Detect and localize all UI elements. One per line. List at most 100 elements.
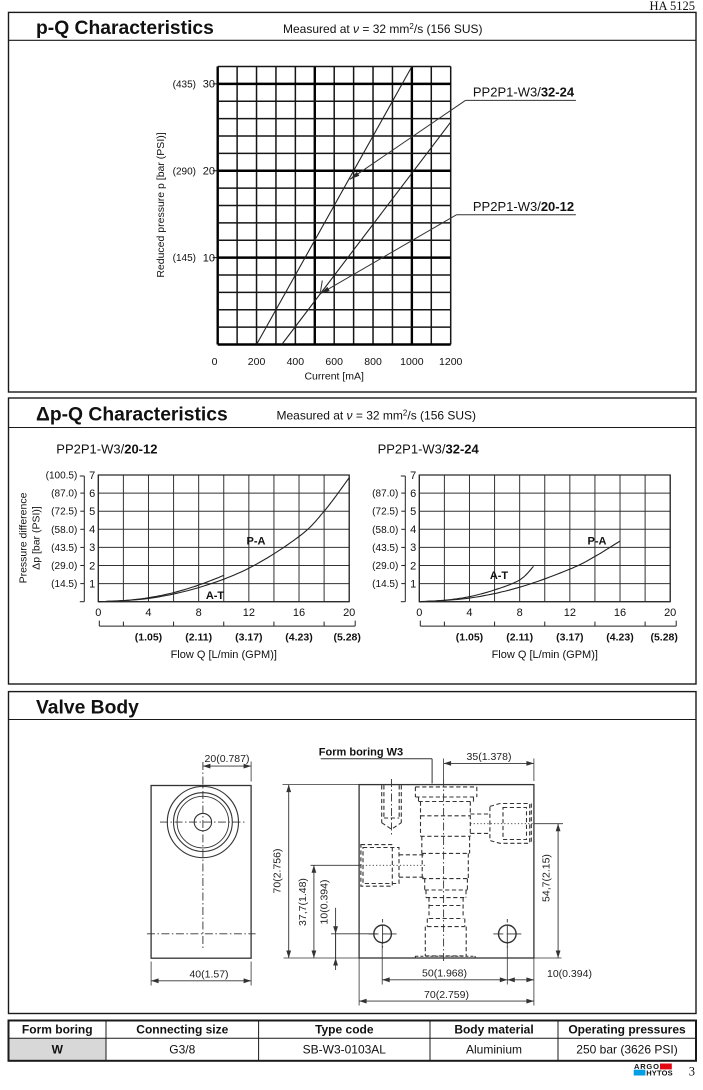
svg-text:1: 1 [89, 578, 95, 590]
svg-text:8: 8 [196, 607, 202, 619]
svg-text:10(0.394): 10(0.394) [547, 968, 592, 980]
svg-text:Connecting size: Connecting size [136, 1023, 228, 1037]
svg-text:54,7(2.15): 54,7(2.15) [541, 854, 553, 902]
svg-text:Δp-Q Characteristics: Δp-Q Characteristics [36, 405, 228, 426]
svg-text:PP2P1-W3/20-12: PP2P1-W3/20-12 [56, 442, 157, 457]
svg-text:35(1.378): 35(1.378) [467, 751, 512, 763]
svg-text:10(0.394): 10(0.394) [319, 880, 331, 925]
svg-text:50(1.968): 50(1.968) [422, 967, 467, 979]
svg-text:0: 0 [95, 607, 101, 619]
svg-text:40(1.57): 40(1.57) [189, 968, 228, 980]
svg-text:800: 800 [364, 356, 382, 368]
svg-text:(100.5): (100.5) [46, 471, 78, 482]
svg-text:ARGO: ARGO [634, 1062, 660, 1071]
svg-text:(29.0): (29.0) [51, 561, 77, 572]
svg-text:(435): (435) [173, 79, 196, 90]
svg-text:(1.05): (1.05) [135, 632, 162, 644]
svg-text:(3.17): (3.17) [235, 632, 262, 644]
svg-text:HA 5125: HA 5125 [650, 0, 696, 13]
svg-text:P-A: P-A [247, 536, 266, 548]
svg-text:(145): (145) [173, 253, 196, 264]
svg-text:0: 0 [416, 607, 422, 619]
svg-text:PP2P1-W3/32-24: PP2P1-W3/32-24 [473, 85, 575, 100]
svg-text:1200: 1200 [439, 356, 463, 368]
svg-text:3: 3 [410, 542, 416, 554]
svg-text:8: 8 [517, 607, 523, 619]
svg-text:1000: 1000 [400, 356, 424, 368]
svg-text:(5.28): (5.28) [333, 632, 360, 644]
svg-text:4: 4 [89, 524, 95, 536]
svg-text:Flow Q [L/min (GPM)]: Flow Q [L/min (GPM)] [492, 649, 598, 661]
svg-text:6: 6 [410, 488, 416, 500]
svg-text:Operating pressures: Operating pressures [568, 1023, 686, 1037]
svg-text:70(2.756): 70(2.756) [272, 849, 284, 894]
svg-text:(1.05): (1.05) [456, 632, 483, 644]
svg-text:(87.0): (87.0) [51, 489, 77, 500]
svg-text:P-A: P-A [588, 536, 607, 548]
svg-text:Body material: Body material [454, 1023, 533, 1037]
svg-text:(58.0): (58.0) [51, 525, 77, 536]
svg-text:Valve Body: Valve Body [36, 698, 139, 719]
svg-text:1: 1 [410, 578, 416, 590]
svg-text:4: 4 [145, 607, 151, 619]
svg-text:3: 3 [689, 1065, 695, 1079]
svg-text:16: 16 [293, 607, 305, 619]
svg-text:7: 7 [410, 470, 416, 482]
svg-text:(72.5): (72.5) [372, 507, 398, 518]
svg-text:(2.11): (2.11) [506, 632, 533, 644]
svg-text:30: 30 [203, 79, 215, 91]
svg-text:37,7(1.48): 37,7(1.48) [297, 878, 309, 926]
svg-text:(5.28): (5.28) [650, 632, 677, 644]
svg-text:Form boring: Form boring [22, 1023, 93, 1037]
svg-text:20: 20 [664, 607, 676, 619]
svg-text:(3.17): (3.17) [556, 632, 583, 644]
svg-text:20: 20 [203, 166, 215, 178]
svg-text:(43.5): (43.5) [372, 543, 398, 554]
svg-text:(2.11): (2.11) [185, 632, 212, 644]
svg-text:10: 10 [203, 252, 215, 264]
svg-text:Aluminium: Aluminium [466, 1043, 522, 1057]
svg-text:2: 2 [89, 560, 95, 572]
svg-text:6: 6 [89, 488, 95, 500]
svg-text:Measured at ν = 32 mm2/s (156: Measured at ν = 32 mm2/s (156 SUS) [283, 22, 483, 36]
svg-text:400: 400 [287, 356, 305, 368]
svg-text:HYTOS: HYTOS [646, 1068, 673, 1077]
svg-text:Current [mA]: Current [mA] [304, 371, 364, 383]
svg-text:600: 600 [325, 356, 343, 368]
svg-text:A-T: A-T [206, 590, 225, 602]
svg-text:Form boring W3: Form boring W3 [319, 747, 403, 759]
svg-text:(14.5): (14.5) [51, 579, 77, 590]
svg-text:5: 5 [410, 506, 416, 518]
svg-text:(87.0): (87.0) [372, 489, 398, 500]
svg-text:Pressure difference: Pressure difference [18, 492, 30, 583]
svg-text:0: 0 [212, 356, 218, 368]
svg-text:Δp [bar (PSI)]: Δp [bar (PSI)] [31, 506, 43, 570]
svg-text:(4.23): (4.23) [285, 632, 312, 644]
svg-text:250 bar (3626 PSI): 250 bar (3626 PSI) [576, 1043, 677, 1057]
svg-text:(29.0): (29.0) [372, 561, 398, 572]
svg-text:G3/8: G3/8 [169, 1043, 195, 1057]
svg-text:5: 5 [89, 506, 95, 518]
svg-text:(290): (290) [173, 166, 196, 177]
svg-text:W: W [52, 1043, 64, 1057]
svg-text:20(0.787): 20(0.787) [205, 753, 250, 765]
svg-text:12: 12 [564, 607, 576, 619]
svg-text:70(2.759): 70(2.759) [424, 989, 469, 1001]
svg-text:3: 3 [89, 542, 95, 554]
svg-text:Reduced pressure p [bar (PSI)]: Reduced pressure p [bar (PSI)] [155, 132, 167, 277]
svg-text:2: 2 [410, 560, 416, 572]
svg-text:16: 16 [614, 607, 626, 619]
svg-text:PP2P1-W3/20-12: PP2P1-W3/20-12 [473, 199, 574, 214]
svg-text:PP2P1-W3/32-24: PP2P1-W3/32-24 [378, 442, 480, 457]
svg-text:4: 4 [466, 607, 472, 619]
svg-text:4: 4 [410, 524, 416, 536]
svg-text:(4.23): (4.23) [606, 632, 633, 644]
svg-text:(58.0): (58.0) [372, 525, 398, 536]
svg-text:Flow Q [L/min (GPM)]: Flow Q [L/min (GPM)] [171, 649, 277, 661]
svg-text:(43.5): (43.5) [51, 543, 77, 554]
svg-text:Measured at ν = 32 mm2/s (156: Measured at ν = 32 mm2/s (156 SUS) [277, 409, 477, 423]
svg-text:12: 12 [243, 607, 255, 619]
svg-text:200: 200 [248, 356, 266, 368]
svg-text:(72.5): (72.5) [51, 507, 77, 518]
svg-text:SB-W3-0103AL: SB-W3-0103AL [303, 1043, 387, 1057]
